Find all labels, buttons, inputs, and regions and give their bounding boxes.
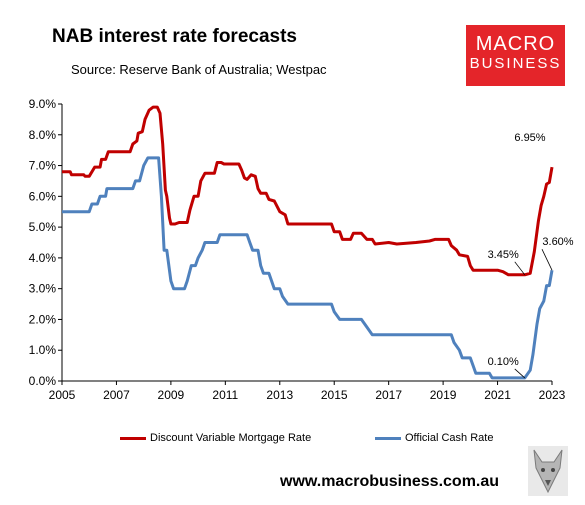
legend-item: Discount Variable Mortgage Rate xyxy=(120,432,311,444)
y-tick-label: 4.0% xyxy=(29,251,57,265)
y-tick-label: 1.0% xyxy=(29,343,57,357)
x-tick-label: 2015 xyxy=(321,388,348,402)
y-tick-label: 7.0% xyxy=(29,159,57,173)
wolf-mascot-icon xyxy=(528,446,568,496)
x-tick-label: 2023 xyxy=(539,388,566,402)
x-tick-label: 2017 xyxy=(375,388,402,402)
chart-title: NAB interest rate forecasts xyxy=(52,26,297,47)
line-chart: 0.0% 1.0% 2.0% 3.0% 4.0% 5.0% 6.0% 7.0% 8.0% 9.0%… xyxy=(29,97,574,402)
x-tick-label: 2007 xyxy=(103,388,130,402)
data-label-leader xyxy=(514,368,526,379)
x-tick-label: 2019 xyxy=(430,388,457,402)
website-url: www.macrobusiness.com.au xyxy=(280,473,500,490)
y-tick-label: 9.0% xyxy=(29,97,57,111)
logo-line-1: MACRO xyxy=(475,33,556,55)
y-tick-label: 3.0% xyxy=(29,282,57,296)
x-tick-label: 2009 xyxy=(158,388,185,402)
data-label: 3.60% xyxy=(542,236,573,248)
legend-swatch xyxy=(375,436,401,440)
data-label: 3.45% xyxy=(488,249,519,261)
data-label-leader xyxy=(514,261,526,276)
legend-label: Official Cash Rate xyxy=(405,432,494,444)
x-tick-label: 2021 xyxy=(484,388,511,402)
legend-label: Discount Variable Mortgage Rate xyxy=(150,432,312,444)
data-label: 0.10% xyxy=(488,356,519,368)
series-line-cash-rate xyxy=(62,156,554,380)
data-label-leader xyxy=(541,249,553,271)
y-tick-label: 8.0% xyxy=(29,128,57,142)
y-tick-label: 2.0% xyxy=(29,312,57,326)
series-line-mortgage-rate xyxy=(62,105,554,277)
x-tick-label: 2011 xyxy=(212,388,238,402)
x-tick-label: 2005 xyxy=(49,388,76,402)
x-tick-label: 2013 xyxy=(266,388,293,402)
y-tick-label: 6.0% xyxy=(29,189,57,203)
legend-swatch xyxy=(120,436,146,440)
data-label: 6.95% xyxy=(514,132,545,144)
y-tick-label: 0.0% xyxy=(29,374,57,388)
chart-source: Source: Reserve Bank of Australia; Westp… xyxy=(71,62,327,77)
macrobusiness-logo: MACRO BUSINESS xyxy=(466,25,565,86)
logo-line-2: BUSINESS xyxy=(469,55,562,72)
legend-item: Official Cash Rate xyxy=(375,432,493,444)
y-tick-label: 5.0% xyxy=(29,220,57,234)
